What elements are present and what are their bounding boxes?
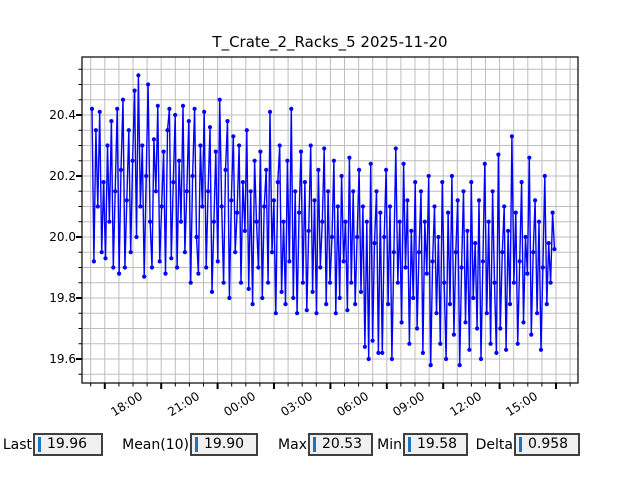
stat-value-max: 20.53 [322, 436, 363, 452]
y-tick-label: 19.6 [49, 352, 76, 366]
stat-value-last: 19.96 [47, 436, 88, 452]
stat-label-min: Min [377, 437, 402, 453]
stat-label-mean10: Mean(10) [122, 437, 189, 453]
y-tick-label: 20.0 [49, 230, 76, 244]
y-tick-label: 20.2 [49, 169, 76, 183]
series-line [91, 75, 556, 366]
y-tick-label: 19.8 [49, 291, 76, 305]
stat-field-mean10[interactable]: 19.90 [190, 433, 258, 456]
temperature-series [89, 73, 557, 368]
stat-label-delta: Delta [475, 437, 513, 453]
plot-frame [81, 56, 579, 384]
stat-label-max: Max [278, 437, 307, 453]
stat-value-mean10: 19.90 [204, 436, 245, 452]
text-cursor-bar [38, 437, 41, 452]
chart-title: T_Crate_2_Racks_5 2025-11-20 [212, 33, 448, 51]
stat-field-min[interactable]: 19.58 [403, 433, 468, 456]
text-cursor-bar [195, 437, 198, 452]
stat-value-min: 19.58 [417, 436, 458, 452]
stat-label-last: Last [2, 437, 32, 453]
stat-field-max[interactable]: 20.53 [308, 433, 373, 456]
stat-field-delta[interactable]: 0.958 [514, 433, 580, 456]
stat-value-delta: 0.958 [528, 436, 569, 452]
stat-field-last[interactable]: 19.96 [33, 433, 103, 456]
y-tick-label: 20.4 [49, 108, 76, 122]
text-cursor-bar [408, 437, 411, 452]
text-cursor-bar [313, 437, 316, 452]
series-markers [89, 73, 557, 368]
text-cursor-bar [519, 437, 522, 452]
